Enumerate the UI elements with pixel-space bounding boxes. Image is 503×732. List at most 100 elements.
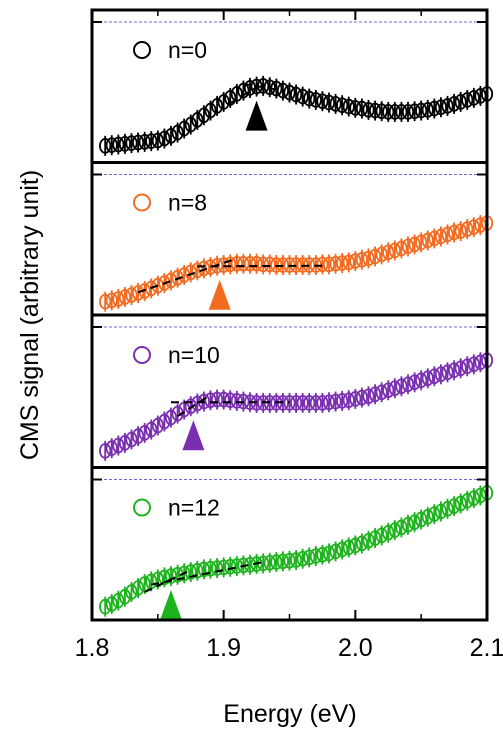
data-point [349,537,362,554]
data-point [99,137,112,154]
data-point [368,386,382,403]
data-point [217,94,230,110]
data-point [145,280,158,297]
data-point [388,103,401,120]
data-point [382,524,395,541]
data-point [428,230,441,247]
peak-marker [208,279,231,310]
data-point [204,392,217,409]
data-point [191,111,204,128]
data-point [309,548,322,564]
data-point [191,562,204,579]
data-point [362,532,375,549]
data-point [434,503,448,520]
fit-line [144,569,192,593]
data-point [197,107,211,124]
data-point [276,553,290,570]
data-point [362,101,375,118]
data-point [342,392,355,409]
data-point [355,251,369,268]
data-point [224,256,237,273]
data-point [164,127,178,144]
data-point [434,228,448,245]
data-point [263,256,276,273]
data-point [322,545,336,562]
data-point [99,293,112,310]
data-point [375,384,388,401]
data-point [118,588,132,605]
data-point [230,255,243,272]
data-point [283,84,296,101]
data-point [164,568,178,584]
x-tick-label: 1.8 [75,634,110,662]
data-point [401,376,415,393]
data-point [112,592,125,609]
data-point [303,395,316,411]
data-point [230,86,243,102]
data-point [118,434,132,451]
x-axis-title: Energy (eV) [223,700,356,728]
data-point [283,552,296,569]
data-point [467,219,480,236]
series-n=12: n=12 [92,466,494,621]
data-point [355,389,369,406]
data-point [461,492,474,509]
data-point [322,394,336,411]
data-point [164,272,178,289]
data-point [329,255,342,272]
data-point [210,391,224,408]
data-point [112,136,125,153]
fit-line [243,82,284,92]
data-point [224,392,237,409]
data-point [105,440,118,457]
data-point [454,94,467,110]
data-point [217,559,230,576]
data-point [395,103,408,120]
data-point [336,541,349,558]
data-point [408,103,421,120]
data-point [395,378,408,395]
panels: n=0 n=8 n=10 n=12 [92,21,494,621]
data-point [375,103,388,120]
data-point [401,516,415,533]
data-point [454,360,467,377]
legend-marker [133,498,151,517]
data-point [118,135,132,152]
data-point [296,88,309,105]
data-point [237,557,250,574]
data-point [263,554,276,571]
fit-line [197,264,323,268]
data-point [447,498,461,515]
data-point [408,236,421,253]
peak-marker [245,100,268,131]
data-point [151,417,164,434]
data-point [250,255,263,272]
data-point [151,277,164,294]
data-point [197,260,211,277]
data-point [329,543,342,560]
data-point [342,539,355,556]
data-point [158,130,171,147]
data-point [434,99,448,116]
data-point [401,103,415,120]
x-axis: 1.8 1.9 2.0 2.1 [75,10,503,662]
data-point [467,90,480,106]
legend-label: n=12 [168,495,220,521]
data-point [289,395,303,411]
data-point [322,256,336,273]
data-point [428,100,441,117]
data-point [395,519,408,536]
data-point [171,124,184,141]
fit-line [151,561,264,586]
data-point [461,221,474,238]
data-point [355,535,369,552]
data-point [421,232,434,249]
data-point [336,255,349,271]
data-point [276,82,290,99]
series-n=8: n=8 [92,161,494,312]
data-point [428,368,441,385]
data-point [415,511,428,528]
data-point [178,565,191,582]
fit-line [137,257,238,294]
